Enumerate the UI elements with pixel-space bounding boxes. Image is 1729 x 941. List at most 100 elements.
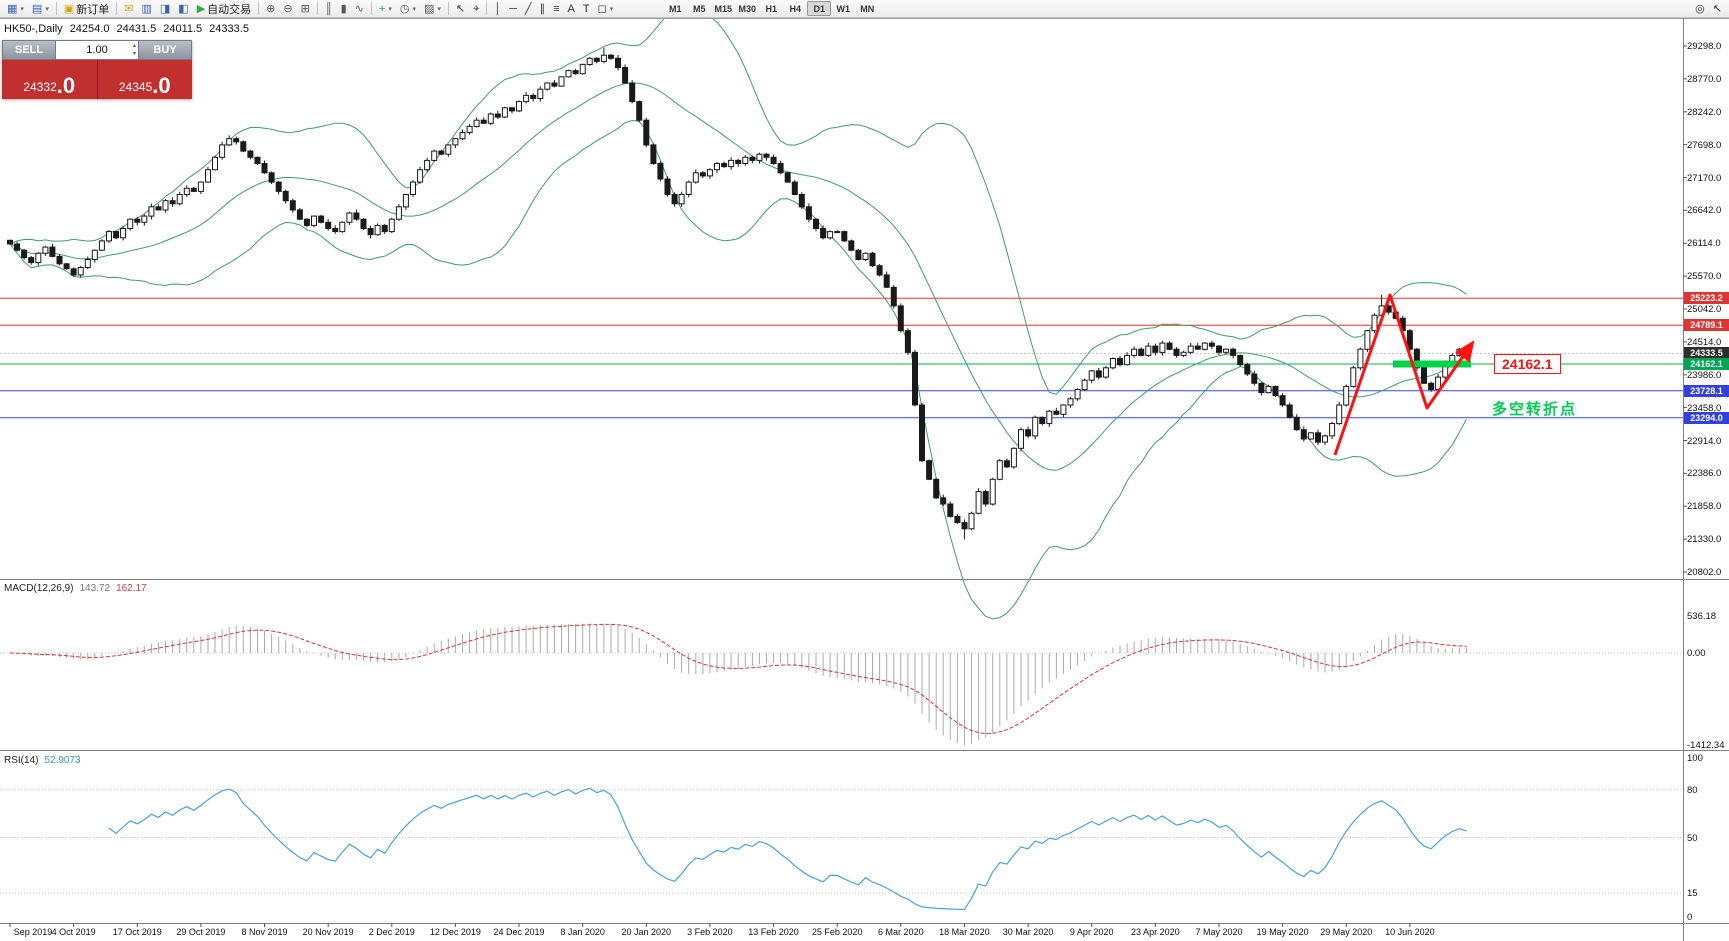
toolbar-separator — [486, 2, 488, 15]
indicators-icon: + — [378, 2, 386, 15]
bar-chart-icon: ║ — [324, 2, 333, 15]
volume-spinner[interactable]: ▴ ▾ — [133, 42, 136, 58]
timeframe-h1-button[interactable]: H1 — [765, 3, 778, 14]
candlestick-chart-icon[interactable]: ▮ — [337, 1, 351, 17]
fibonacci-icon: ≡ — [553, 2, 560, 15]
line-chart-icon[interactable]: ∿ — [351, 1, 368, 17]
timeframe-mn-button[interactable]: MN — [860, 3, 875, 14]
fibonacci-icon[interactable]: ≡ — [549, 1, 563, 17]
toolbar-separator — [55, 2, 57, 15]
bar-chart-icon[interactable]: ║ — [321, 1, 337, 17]
timeframe-m30-button[interactable]: M30 — [738, 3, 757, 14]
templates-icon[interactable]: ▨ ▾ — [420, 1, 445, 17]
navigator-icon[interactable]: ◧ — [174, 1, 192, 17]
crosshair-icon[interactable]: ⌖ — [469, 1, 483, 17]
vertical-line-icon: │ — [494, 2, 502, 15]
text-label-icon[interactable]: T — [579, 1, 594, 17]
buy-price-pips: .0 — [152, 73, 171, 98]
toolbar-separator — [447, 2, 449, 15]
market-watch-icon[interactable]: ▥ — [137, 1, 155, 17]
find-symbol-icon[interactable]: ◎ — [1691, 1, 1709, 17]
cursor-icon[interactable]: ↖ — [452, 1, 469, 17]
support-zone-bar[interactable] — [1393, 360, 1471, 368]
trendline-icon: ╱ — [524, 2, 532, 15]
trendline-icon[interactable]: ╱ — [521, 1, 536, 17]
sell-button[interactable]: SELL — [2, 40, 56, 60]
chart-profiles-icon[interactable]: ▤ ▾ — [28, 1, 53, 17]
crosshair-icon: ⌖ — [473, 2, 480, 15]
volume-field[interactable]: 1.00 ▴ ▾ — [56, 40, 138, 60]
buy-button[interactable]: BUY — [138, 40, 192, 60]
trend-arrow-annotation[interactable] — [1333, 293, 1475, 456]
main-toolbar: ▦ ▾ ▤ ▾ ▣ 新订单 ✉ ▥ ◨ ◧ ▶ 自动交易 ⊕ ⊖ ⊞ ║ ▮ ∿ + ▾ ◷ ▾ ▨ ▾ ↖ ⌖ │ ─ ╱ ∥ ≡ A T ◻ ▾… — [0, 0, 1729, 18]
zoom-out-icon: ⊖ — [283, 2, 293, 15]
indicators-dropdown-icon[interactable]: ▾ — [388, 5, 392, 13]
zoom-out-icon[interactable]: ⊖ — [279, 1, 296, 17]
periods-icon[interactable]: ◷ ▾ — [396, 1, 420, 17]
periods-icon: ◷ — [399, 2, 410, 15]
find-symbol-glyph: ◎ — [1695, 2, 1705, 15]
navigator-icon: ◧ — [178, 2, 189, 15]
toolbar-separator — [258, 2, 260, 15]
quick-pointer-glyph: ↖ — [1712, 2, 1722, 15]
data-window-icon: ◨ — [159, 2, 171, 15]
shapes-dropdown-icon[interactable]: ▾ — [609, 5, 614, 13]
quick-pointer-icon[interactable]: ↖ — [1709, 1, 1726, 17]
new-order-icon: ▣ — [63, 2, 75, 15]
timeframe-d1-button[interactable]: D1 — [807, 1, 832, 16]
tile-windows-icon[interactable]: ⊞ — [297, 1, 314, 17]
macd-signal-line — [9, 623, 1467, 735]
volume-up-icon[interactable]: ▴ — [132, 43, 136, 49]
market-watch-icon: ▥ — [141, 2, 152, 15]
candlestick-chart-icon: ▮ — [340, 2, 347, 15]
new-chart-dropdown-icon[interactable]: ▾ — [20, 5, 24, 13]
zoom-in-icon[interactable]: ⊕ — [262, 1, 279, 17]
timeframe-m1-button[interactable]: M1 — [669, 3, 682, 14]
metaeditor-icon: ✉ — [124, 2, 134, 15]
zoom-in-icon: ⊕ — [266, 2, 276, 15]
auto-trading-button[interactable]: ▶ 自动交易 — [193, 1, 255, 17]
equidistant-channel-icon[interactable]: ∥ — [536, 1, 550, 17]
templates-icon: ▨ — [423, 2, 435, 15]
periods-dropdown-icon[interactable]: ▾ — [412, 5, 416, 13]
auto-trading-label: 自动交易 — [207, 3, 252, 16]
trade-controls-row: SELL 1.00 ▴ ▾ BUY — [2, 40, 192, 60]
timeframe-h4-button[interactable]: H4 — [789, 3, 802, 14]
buy-price-main: 24345 — [118, 80, 153, 94]
new-chart-icon[interactable]: ▦ ▾ — [3, 1, 28, 17]
horizontal-lines-layer — [0, 297, 1683, 419]
candles-layer — [7, 47, 1470, 540]
shapes-icon: ◻ — [597, 2, 607, 15]
sell-price-pips: .0 — [56, 73, 76, 98]
sell-price-display[interactable]: 24332.0 — [2, 60, 97, 99]
buy-price-display[interactable]: 24345.0 — [96, 60, 192, 99]
timeframe-m15-button[interactable]: M15 — [714, 3, 733, 14]
toolbar-separator — [316, 2, 318, 15]
trade-prices-row: 24332.0 24345.0 — [2, 60, 192, 99]
bollinger-bands-layer — [9, 4, 1467, 620]
volume-value: 1.00 — [86, 44, 108, 56]
chart-profiles-dropdown-icon[interactable]: ▾ — [45, 5, 49, 13]
text-icon: A — [567, 2, 575, 15]
text-icon[interactable]: A — [564, 1, 579, 17]
timeframe-m5-button[interactable]: M5 — [693, 3, 706, 14]
shapes-icon[interactable]: ◻ ▾ — [594, 1, 618, 17]
new-order-button[interactable]: ▣ 新订单 — [60, 1, 113, 17]
text-label-icon: T — [582, 2, 590, 15]
horizontal-line-icon[interactable]: ─ — [505, 1, 521, 17]
horizontal-line-icon: ─ — [509, 2, 517, 15]
timeframe-w1-button[interactable]: W1 — [836, 3, 851, 14]
templates-dropdown-icon[interactable]: ▾ — [437, 5, 441, 13]
data-window-icon[interactable]: ◨ — [156, 1, 174, 17]
timeframe-group: M1 M5 M15 M30 H1 H4 D1 W1 MN — [663, 1, 879, 16]
vertical-line-icon[interactable]: │ — [490, 1, 505, 17]
equidistant-channel-icon: ∥ — [539, 2, 546, 15]
new-chart-icon: ▦ — [7, 2, 18, 15]
metaeditor-icon[interactable]: ✉ — [120, 1, 137, 17]
volume-down-icon[interactable]: ▾ — [132, 51, 136, 57]
indicators-icon[interactable]: + ▾ — [375, 1, 396, 17]
toolbar-separator — [370, 2, 372, 15]
